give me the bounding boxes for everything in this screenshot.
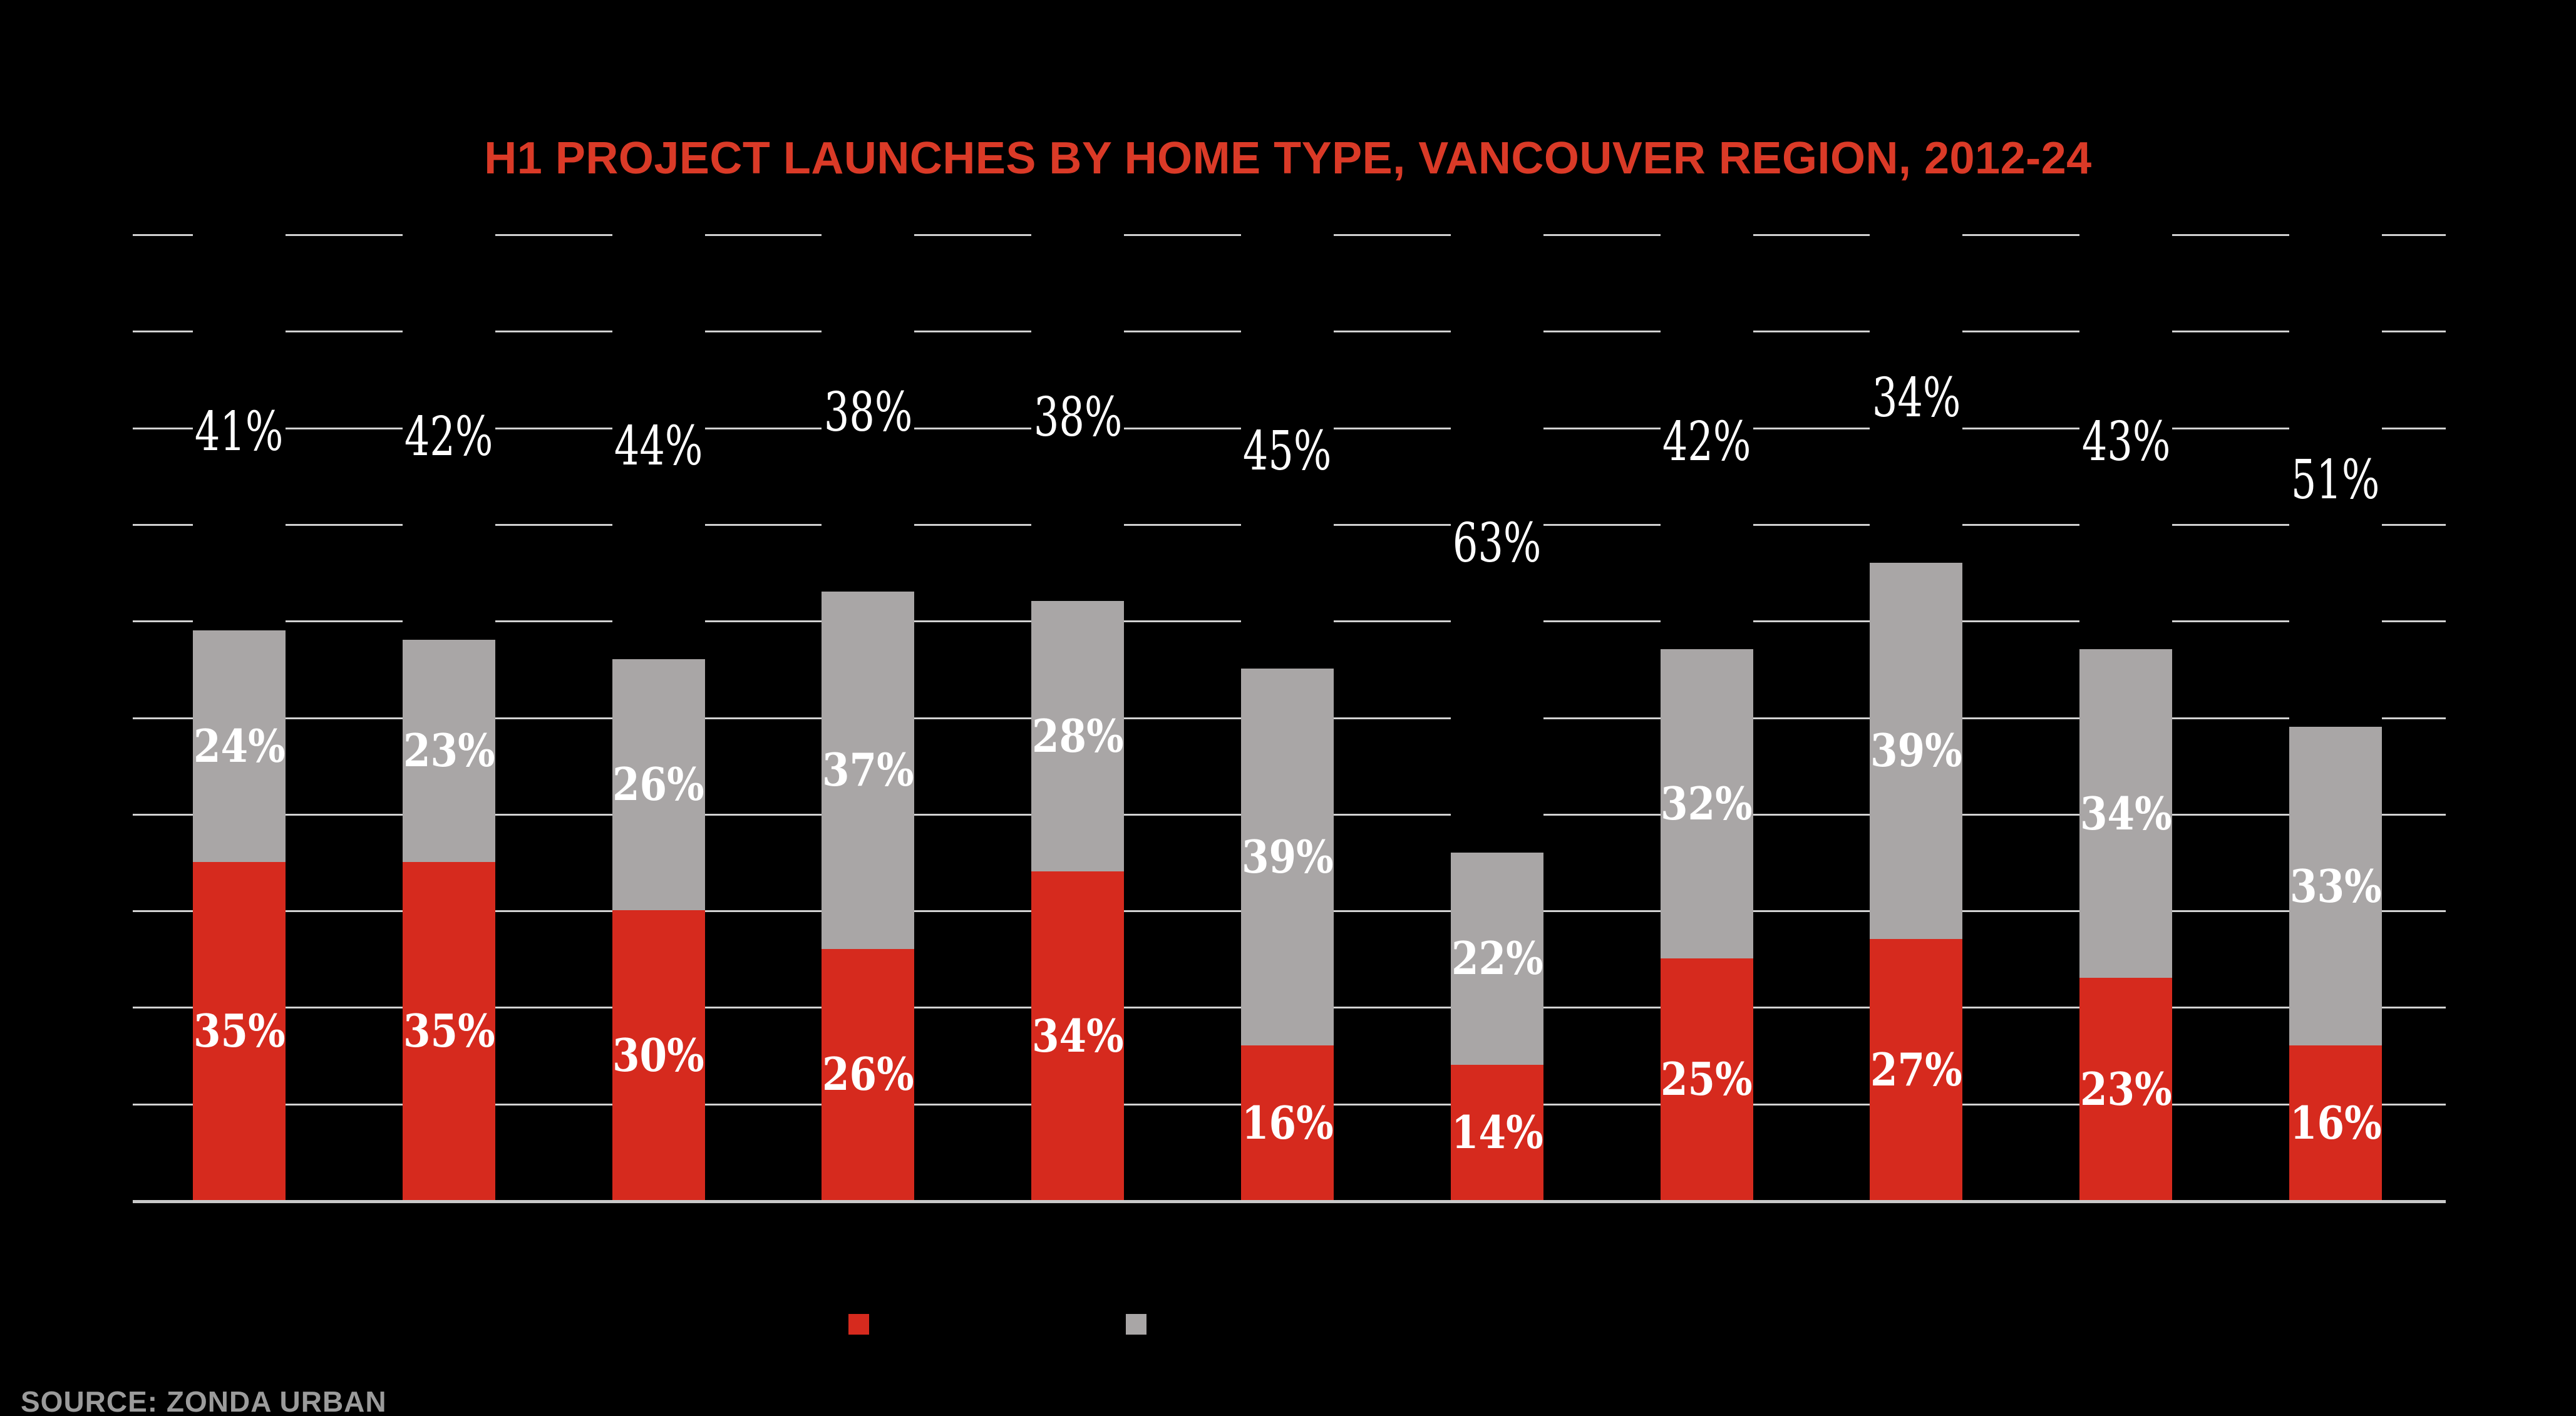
bar-segment-gray: 33% xyxy=(2289,726,2382,1046)
bar-segment-gray: 39% xyxy=(1870,562,1963,940)
bar-segment-hidden-top: 34% xyxy=(1870,234,1963,563)
bar-segment-hidden-top: 38% xyxy=(822,234,915,592)
bar-segment-red: 35% xyxy=(402,861,495,1200)
source-credit: SOURCE: ZONDA URBAN xyxy=(21,1385,387,1416)
bar-segment-hidden-top: 51% xyxy=(2289,234,2382,727)
bar-value-label: 24% xyxy=(193,719,286,772)
bar-value-label: 38% xyxy=(823,381,913,444)
red-series-swatch xyxy=(848,1314,869,1335)
bar-segment-red: 14% xyxy=(1450,1064,1543,1200)
bar-segment-hidden-top: 42% xyxy=(402,234,495,640)
bar-value-label: 27% xyxy=(1870,1042,1962,1096)
bar-value-label: 33% xyxy=(2289,859,2382,913)
bar-column: 63% 22% 14% xyxy=(1450,234,1543,1200)
bar-segment-gray: 37% xyxy=(822,591,915,949)
bar-segment-red: 25% xyxy=(1660,958,1753,1200)
bar-segment-red: 16% xyxy=(2289,1045,2382,1200)
bar-segment-hidden-top: 43% xyxy=(2079,234,2173,650)
x-axis-line xyxy=(133,1200,2446,1203)
bar-value-label: 45% xyxy=(1243,420,1332,483)
bar-segment-hidden-top: 45% xyxy=(1241,234,1334,669)
bar-value-label: 39% xyxy=(1870,724,1962,777)
bar-segment-red: 27% xyxy=(1870,939,1963,1200)
bar-value-label: 26% xyxy=(822,1047,914,1101)
bar-value-label: 23% xyxy=(2079,1062,2172,1116)
bar-column: 44% 26% 30% xyxy=(612,234,705,1200)
bar-value-label: 34% xyxy=(1031,1008,1124,1062)
bar-column: 41% 24% 35% xyxy=(193,234,286,1200)
bar-segment-red: 35% xyxy=(193,861,286,1200)
bar-segment-gray: 28% xyxy=(1031,601,1125,872)
bar-value-label: 32% xyxy=(1661,777,1753,831)
bar-segment-hidden-top: 63% xyxy=(1450,234,1543,853)
bar-value-label: 39% xyxy=(1241,830,1334,884)
bar-column: 38% 37% 26% xyxy=(822,234,915,1200)
bar-segment-hidden-top: 44% xyxy=(612,234,705,659)
bar-value-label: 38% xyxy=(1033,386,1122,449)
bar-segment-hidden-top: 41% xyxy=(193,234,286,630)
bar-column: 38% 28% 34% xyxy=(1031,234,1125,1200)
bar-value-label: 22% xyxy=(1451,931,1543,985)
bar-segment-gray: 23% xyxy=(402,640,495,862)
bar-value-label: 43% xyxy=(2081,410,2170,473)
bar-column: 45% 39% 16% xyxy=(1241,234,1334,1200)
bar-value-label: 28% xyxy=(1031,709,1124,763)
bar-segment-gray: 26% xyxy=(612,659,705,911)
bar-value-label: 25% xyxy=(1661,1052,1753,1106)
bar-value-label: 42% xyxy=(404,406,493,469)
bar-segment-red: 23% xyxy=(2079,978,2173,1200)
bar-value-label: 26% xyxy=(612,757,704,811)
bar-segment-gray: 22% xyxy=(1450,852,1543,1065)
bar-value-label: 14% xyxy=(1451,1105,1543,1159)
bar-value-label: 63% xyxy=(1453,511,1542,575)
bar-segment-red: 30% xyxy=(612,910,705,1200)
bar-value-label: 34% xyxy=(1872,367,1961,430)
chart-title: H1 PROJECT LAUNCHES BY HOME TYPE, VANCOU… xyxy=(484,133,2092,183)
bar-value-label: 34% xyxy=(2079,786,2172,840)
bar-value-label: 35% xyxy=(403,1003,495,1057)
bar-value-label: 35% xyxy=(193,1003,286,1057)
bar-segment-red: 26% xyxy=(822,948,915,1200)
bar-column: 42% 32% 25% xyxy=(1660,234,1753,1200)
bar-segment-red: 16% xyxy=(1241,1045,1334,1200)
bar-segment-gray: 39% xyxy=(1241,669,1334,1046)
bar-value-label: 42% xyxy=(1662,410,1751,473)
bar-segment-hidden-top: 42% xyxy=(1660,234,1753,650)
bar-value-label: 41% xyxy=(195,401,284,464)
plot-area: 41% 24% 35% 42% 23% 35% 44% 26% 30% 38% 37% 26% 38% 2… xyxy=(133,234,2446,1203)
bar-value-label: 23% xyxy=(403,724,495,777)
bar-value-label: 37% xyxy=(822,743,914,797)
bar-segment-red: 34% xyxy=(1031,871,1125,1200)
bar-segment-gray: 34% xyxy=(2079,649,2173,978)
bar-segment-gray: 24% xyxy=(193,630,286,862)
bar-segment-gray: 32% xyxy=(1660,649,1753,959)
bar-column: 43% 34% 23% xyxy=(2079,234,2173,1200)
bar-column: 42% 23% 35% xyxy=(402,234,495,1200)
bar-value-label: 30% xyxy=(612,1028,704,1082)
bar-segment-hidden-top: 38% xyxy=(1031,234,1125,602)
bar-value-label: 16% xyxy=(1241,1095,1334,1149)
bar-value-label: 51% xyxy=(2291,449,2380,512)
bar-column: 51% 33% 16% xyxy=(2289,234,2382,1200)
bar-value-label: 44% xyxy=(614,415,703,478)
bar-column: 34% 39% 27% xyxy=(1870,234,1963,1200)
gray-series-swatch xyxy=(1126,1314,1146,1335)
bar-value-label: 16% xyxy=(2289,1095,2382,1149)
